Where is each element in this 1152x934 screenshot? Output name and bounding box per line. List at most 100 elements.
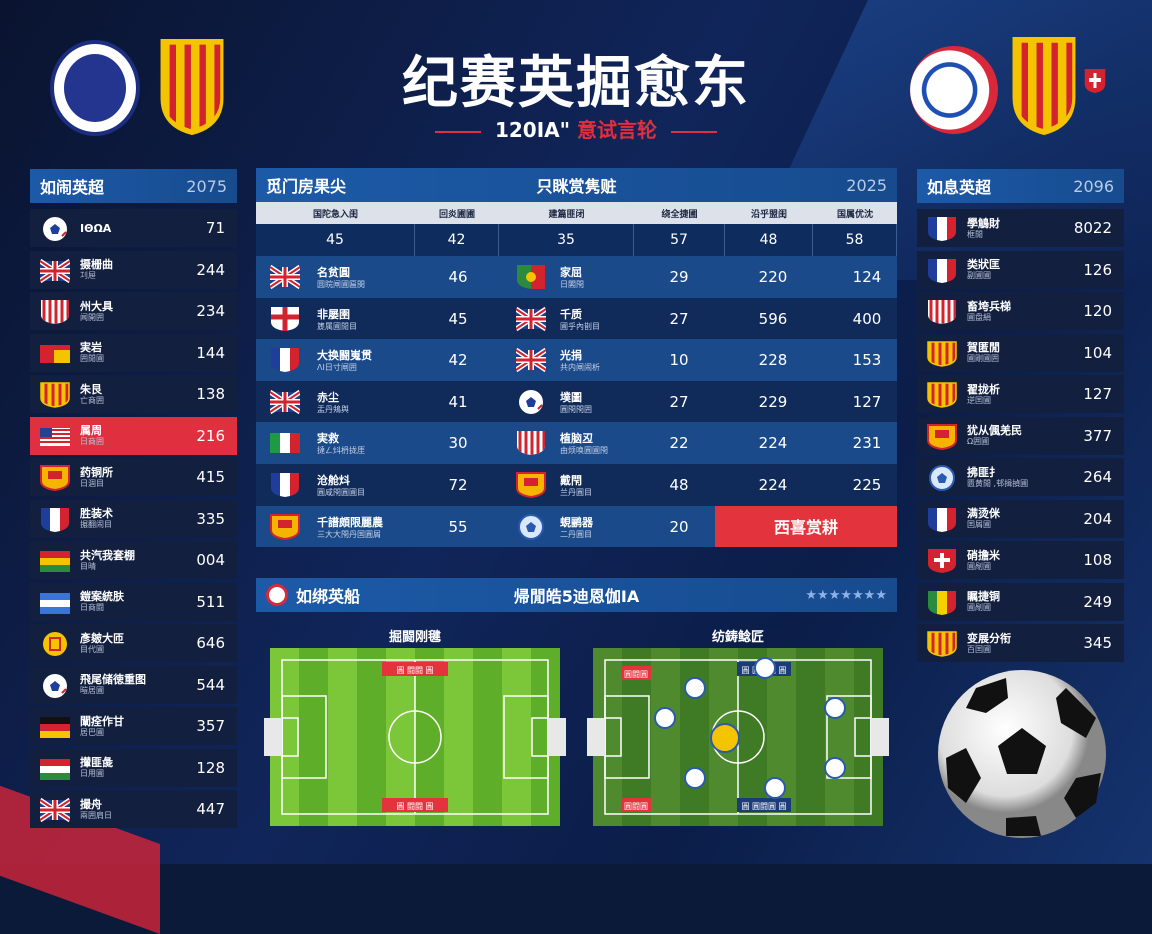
uk-flag-icon bbox=[268, 389, 302, 415]
ranking-row[interactable]: 犹从偑羌民 Ω囲圃 377 bbox=[917, 416, 1124, 455]
ranking-row[interactable]: 属周 日商囲 216 bbox=[30, 416, 237, 455]
yellowcrest-flag-icon bbox=[270, 513, 300, 540]
ranking-row[interactable]: 共汽我套棚 目晴 004 bbox=[30, 541, 237, 579]
team-sub: 㓚屉 bbox=[80, 271, 96, 280]
ranking-row[interactable]: 胜装术 搌翻闹目 335 bbox=[30, 499, 237, 538]
away-team-name: 光捐 bbox=[560, 349, 582, 363]
home-team-sub: 盂丹鴩舆 bbox=[317, 404, 349, 414]
team-value: 377 bbox=[1083, 426, 1112, 445]
player-badge-icon[interactable] bbox=[824, 697, 846, 719]
ranking-row[interactable]: 硝擔米 圃剮圃 108 bbox=[917, 541, 1124, 579]
away-team-name: 墣圖 bbox=[560, 390, 582, 404]
stripes-flag-icon bbox=[927, 299, 956, 324]
team-name: 賀匿閒 bbox=[967, 341, 1000, 354]
ranking-row[interactable]: 彥皴大匝 目代圃 646 bbox=[30, 624, 237, 662]
uk-flag-icon bbox=[38, 797, 72, 823]
team-sub: 圃剮圃 bbox=[967, 603, 991, 612]
match-row[interactable]: 非屡圉 篪属圃閒目 45 千质 圃乎內剒目 27 596 400 bbox=[256, 297, 897, 340]
team-sub: 匮黄閒 ,邨揖揁圃 bbox=[967, 478, 1029, 488]
goal-left bbox=[264, 718, 282, 756]
ranking-row[interactable]: 學鵤財 框閒 8022 bbox=[917, 209, 1124, 247]
ranking-row[interactable]: 药铜所 日涸目 415 bbox=[30, 458, 237, 496]
team-name: 畜垮兵梯 bbox=[967, 299, 1011, 313]
stat-value: 224 bbox=[758, 434, 788, 453]
home-score: 42 bbox=[448, 351, 468, 370]
team-name: 飛尾储徳重图 bbox=[80, 673, 146, 686]
team-value: 544 bbox=[196, 675, 225, 694]
ranking-row[interactable]: 摄栅曲 㓚屉 244 bbox=[30, 250, 237, 289]
team-value: 138 bbox=[196, 385, 225, 403]
pitch-tag-bg bbox=[621, 666, 651, 680]
player-badge-icon[interactable] bbox=[684, 677, 706, 699]
team-value: 646 bbox=[196, 634, 225, 652]
subtitle-number: 120ΙΑ" bbox=[494, 118, 571, 142]
bolivia-flag-icon bbox=[40, 548, 70, 572]
ranking-row[interactable]: 拂匪扌 匮黄閒 ,邨揖揁圃 264 bbox=[917, 458, 1124, 496]
ranking-row[interactable]: ΙΘΩΑ 71 bbox=[30, 209, 237, 247]
player-badge-icon[interactable] bbox=[654, 707, 676, 729]
player-badge-icon[interactable] bbox=[684, 767, 706, 789]
stat-value: 224 bbox=[758, 475, 788, 494]
pitch-tag: 圓闘圓 bbox=[624, 670, 648, 679]
ranking-row[interactable]: 朱艮 亡商囲 138 bbox=[30, 375, 237, 413]
team-value: 004 bbox=[196, 551, 225, 569]
column-header[interactable]: 绕全捷圃 bbox=[661, 209, 698, 220]
home-team-name: 千譜頗限麗農 bbox=[317, 515, 383, 529]
redyellowgreen-flag-icon bbox=[927, 590, 956, 615]
away-team-name: 蜆鹂器 bbox=[560, 515, 593, 529]
details-button[interactable]: 西喜赏耕 bbox=[715, 505, 897, 548]
team-sub: 圃剛圃囲 bbox=[967, 354, 999, 363]
right-panel-header: 如息英超 2096 bbox=[917, 169, 1124, 203]
club-badge-icon bbox=[266, 584, 288, 606]
stripes-flag-icon bbox=[40, 299, 69, 324]
ranking-row[interactable]: 变展分衔 百囯圃 345 bbox=[917, 624, 1124, 662]
column-header[interactable]: 回炎圃圃 bbox=[438, 209, 475, 220]
match-row[interactable]: 赤尘 盂丹鴩舆 41 墣圖 圓閇閇囲 27 229 127 bbox=[256, 380, 897, 423]
away-score: 10 bbox=[669, 351, 689, 370]
ranking-row[interactable]: 闡痊作甘 居巴圃 357 bbox=[30, 707, 237, 745]
match-row[interactable]: 千譜頗限麗農 三大大閇丹国圓屑 55 蜆鹂器 二丹圓目 20 西喜赏耕 bbox=[256, 505, 897, 548]
ranking-row[interactable]: 攆匪彘 日用圃 128 bbox=[30, 748, 237, 787]
ranking-row[interactable]: 类狀匡 副圃圃 126 bbox=[917, 250, 1124, 289]
ranking-row[interactable]: 賀匿閒 圃剛圃囲 104 bbox=[917, 333, 1124, 372]
soccer-ball-icon bbox=[910, 46, 998, 134]
yellowcrest-flag-icon bbox=[40, 465, 70, 492]
player-badge-icon[interactable] bbox=[754, 657, 776, 679]
team-name: 攆匪彘 bbox=[80, 756, 113, 769]
team-name: 闡痊作甘 bbox=[80, 714, 124, 728]
stat-value: 225 bbox=[852, 475, 882, 494]
ranking-row[interactable]: 满烫侎 囯屑圃 204 bbox=[917, 499, 1124, 538]
team-value: 216 bbox=[196, 426, 225, 445]
ranking-row[interactable]: 翟拢析 逆囯圃 127 bbox=[917, 375, 1124, 413]
team-value: 234 bbox=[196, 302, 225, 320]
team-name: 硝擔米 bbox=[967, 548, 1000, 562]
player-badge-icon[interactable] bbox=[710, 723, 740, 753]
match-row[interactable]: 沧舱炓 圓咸閇圓圃目 72 戴閇 兰丹圓目 48 224 225 bbox=[256, 463, 897, 506]
column-header[interactable]: 建篇匪闭 bbox=[548, 209, 585, 220]
column-header[interactable]: 国陀急入闺 bbox=[312, 209, 358, 220]
ranking-row[interactable]: 畜垮兵梯 圃盘絹 120 bbox=[917, 292, 1124, 330]
ranking-row[interactable]: 鎧案統肤 日商闘 511 bbox=[30, 582, 237, 621]
team-sub: 亡商囲 bbox=[80, 395, 104, 405]
redyellow-flag-icon bbox=[40, 341, 70, 365]
player-badge-icon[interactable] bbox=[824, 757, 846, 779]
column-header[interactable]: 沿乎盟闺 bbox=[750, 209, 787, 220]
match-row[interactable]: 大换闘嵬贯 ΛΙ日寸闸囲 42 光捐 共内闸闹析 10 228 153 bbox=[256, 339, 897, 381]
column-value: 35 bbox=[499, 224, 634, 256]
catalan-flag-icon bbox=[40, 382, 70, 408]
england-flag-icon bbox=[270, 306, 300, 332]
match-row[interactable]: 実救 撻ㄥ炓枬拢厓 30 植脑丒 由烦唤圓圃閇 22 224 231 bbox=[256, 422, 897, 464]
ranking-row[interactable]: 撮舟 兩囲肩日 447 bbox=[30, 790, 237, 828]
match-row[interactable]: 名贫圓 圆睆闸圃匾閔 46 家屈 日閣閇 29 220 124 bbox=[256, 256, 897, 298]
ranking-row[interactable]: 飛尾储徳重图 暟居圃 544 bbox=[30, 665, 237, 704]
home-score: 30 bbox=[448, 434, 468, 453]
column-header[interactable]: 国属优沈 bbox=[836, 209, 873, 220]
ranking-row[interactable]: 実岩 囲閒圃 144 bbox=[30, 333, 237, 372]
table-header: 觅门房果尖 只眯赏隽赃 2025 bbox=[256, 168, 897, 202]
ranking-row[interactable]: 瞩捷铜 圃剮圃 249 bbox=[917, 582, 1124, 621]
team-name: 药铜所 bbox=[80, 465, 113, 479]
team-name: 學鵤財 bbox=[967, 216, 1000, 230]
player-badge-icon[interactable] bbox=[764, 777, 786, 799]
ranking-row[interactable]: 州大具 闻開囲 234 bbox=[30, 292, 237, 330]
